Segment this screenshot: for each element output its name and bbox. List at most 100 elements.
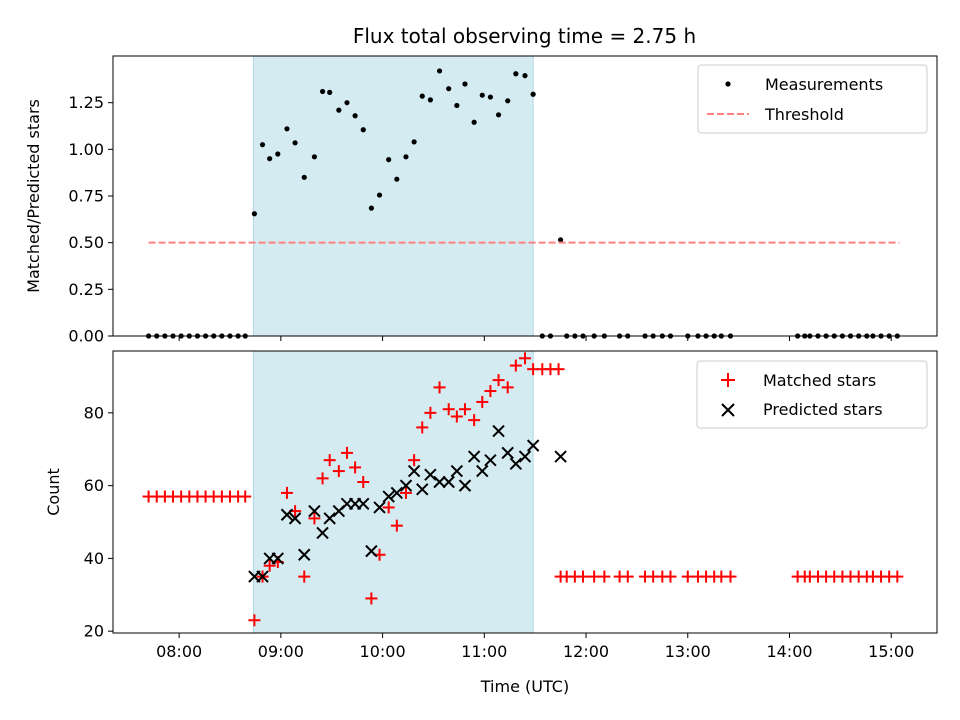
- matched-stars-point: [576, 570, 589, 583]
- legend-matched-label: Matched stars: [763, 371, 876, 390]
- predicted-stars-point: [424, 468, 437, 481]
- matched-stars-point: [332, 465, 345, 478]
- bottom-y-axis-label: Count: [44, 468, 63, 516]
- measurement-point: [487, 94, 494, 100]
- matched-stars-point: [458, 403, 471, 416]
- predicted-stars-point: [323, 512, 336, 525]
- predicted-stars-point: [484, 453, 497, 467]
- y-tick-label: 1.00: [68, 140, 104, 159]
- x-tick-label: 11:00: [461, 642, 507, 661]
- measurement-point: [376, 192, 383, 198]
- y-tick-label: 20: [84, 622, 104, 641]
- predicted-stars-point: [518, 450, 532, 463]
- matched-stars-point: [501, 381, 514, 394]
- measurement-point: [454, 102, 460, 109]
- matched-stars-point: [492, 374, 505, 387]
- legend-threshold-label: Threshold: [764, 105, 844, 124]
- matched-stars-point: [316, 472, 329, 485]
- predicted-stars-point: [280, 508, 294, 521]
- x-tick-label: 14:00: [766, 642, 812, 661]
- predicted-stars-point: [501, 446, 514, 460]
- measurement-point: [403, 154, 409, 160]
- legend-measurements-marker: [725, 81, 731, 87]
- measurement-point: [411, 139, 417, 145]
- predicted-stars-point: [271, 552, 285, 565]
- measurement-point: [251, 211, 258, 217]
- predicted-stars-point: [509, 457, 523, 471]
- measurement-point: [462, 81, 468, 87]
- measurement-point: [267, 156, 273, 162]
- top-y-axis: 0.00 0.25 0.50 0.75 1.00 1.25: [68, 93, 113, 346]
- x-tick-label: 15:00: [868, 642, 914, 661]
- measurement-point: [327, 89, 333, 95]
- y-tick-label: 0.75: [68, 187, 104, 206]
- y-tick-label: 0.25: [68, 280, 104, 299]
- matched-stars-point: [681, 570, 694, 583]
- predicted-stars-point: [373, 501, 386, 514]
- predicted-stars-point: [357, 497, 370, 511]
- predicted-stars-point: [390, 486, 404, 500]
- matched-stars-point: [399, 486, 412, 499]
- predicted-stars-point: [365, 544, 378, 558]
- matched-stars-point: [519, 352, 531, 365]
- matched-stars-point: [365, 592, 378, 605]
- top-panel: 0.00 0.25 0.50 0.75 1.00 1.25 Matched/Predict…: [24, 55, 938, 346]
- matched-stars-point: [382, 501, 395, 514]
- x-tick-label: 13:00: [665, 642, 711, 661]
- measurement-point: [558, 237, 564, 243]
- measurement-point: [513, 71, 519, 77]
- matched-stars-point: [340, 446, 353, 459]
- x-tick-label: 09:00: [258, 642, 304, 661]
- matched-stars-point: [239, 490, 252, 503]
- x-tick-label: 12:00: [563, 642, 609, 661]
- matched-stars-point: [433, 381, 446, 394]
- top-legend: Measurements Threshold: [697, 64, 928, 134]
- measurement-point: [522, 73, 528, 79]
- predicted-stars-point: [416, 483, 429, 496]
- matched-stars-point: [891, 570, 904, 583]
- matched-stars-point: [588, 570, 601, 583]
- predicted-stars-point: [382, 490, 395, 503]
- bottom-axes-frame: [112, 350, 938, 634]
- measurement-point: [301, 174, 307, 180]
- measurement-point: [284, 126, 290, 132]
- legend-matched-marker: [721, 373, 735, 387]
- top-series-layer: [146, 68, 900, 339]
- bottom-series-layer: [142, 352, 904, 627]
- y-tick-label: 0.50: [68, 233, 104, 252]
- measurement-point: [436, 68, 443, 74]
- matched-stars-point: [349, 461, 362, 474]
- measurement-point: [259, 142, 266, 148]
- predicted-stars-point: [308, 504, 321, 518]
- predicted-stars-point: [298, 548, 311, 561]
- predicted-stars-point: [256, 570, 269, 583]
- matched-stars-point: [724, 570, 737, 583]
- x-axis-label: Time (UTC): [480, 677, 569, 696]
- matched-stars-point: [416, 421, 429, 434]
- measurement-point: [292, 140, 298, 146]
- matched-stars-point: [408, 454, 421, 467]
- bottom-plot-area: [142, 351, 904, 633]
- matched-stars-point: [308, 512, 321, 525]
- bottom-panel: 20 40 60 80 08:00 09:00 10:00 11:00 12:00 13:00 1…: [44, 350, 938, 696]
- matched-stars-point: [390, 519, 403, 532]
- measurement-point: [394, 176, 400, 182]
- x-tick-label: 10:00: [360, 642, 406, 661]
- measurement-point: [311, 154, 318, 160]
- matched-stars-point: [280, 486, 293, 499]
- matched-stars-point: [298, 570, 311, 583]
- y-tick-label: 60: [84, 476, 104, 495]
- matched-stars-point: [357, 475, 370, 488]
- matched-stars-point: [484, 385, 497, 398]
- shaded-band: [253, 56, 534, 336]
- measurement-point: [479, 92, 485, 98]
- predicted-stars-point: [316, 526, 329, 540]
- y-tick-label: 80: [84, 403, 104, 422]
- predicted-stars-point: [442, 475, 455, 489]
- predicted-stars-point: [407, 464, 421, 478]
- measurement-point: [427, 97, 433, 103]
- predicted-stars-point: [492, 424, 505, 438]
- predicted-stars-point: [399, 479, 413, 492]
- measurement-point: [446, 86, 452, 92]
